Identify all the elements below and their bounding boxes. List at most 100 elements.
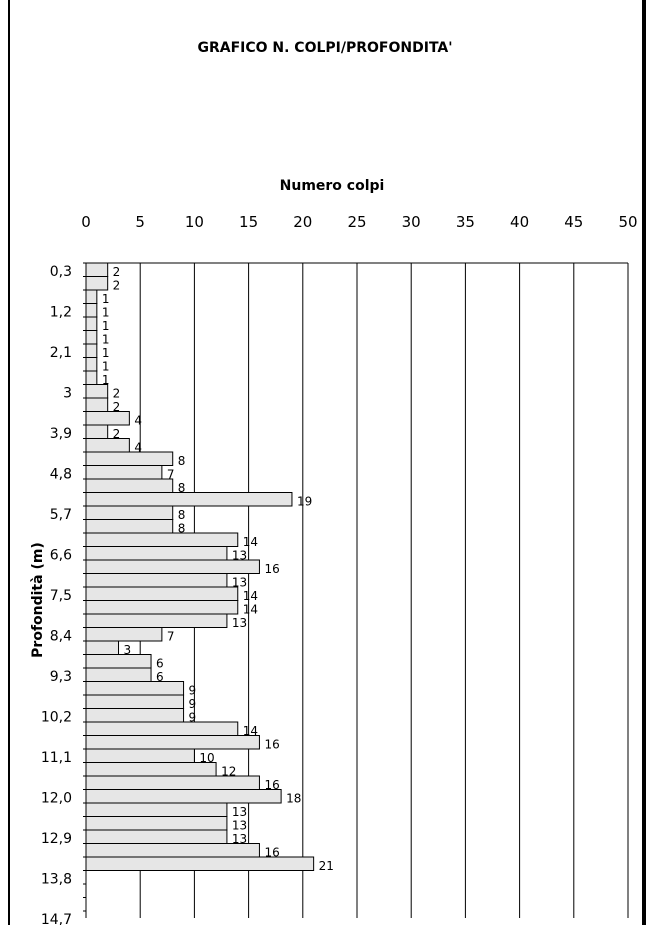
- bar-value-label-20: 8: [178, 522, 186, 536]
- chart-title: GRAFICO N. COLPI/PROFONDITA': [197, 40, 452, 56]
- bar-value-label-34: 9: [189, 711, 197, 725]
- bar-value-label-26: 14: [243, 603, 258, 617]
- x-tick-label-40: 40: [510, 213, 529, 231]
- bar-value-label-32: 9: [189, 684, 197, 698]
- bar-value-label-30: 6: [156, 657, 164, 671]
- bar-42: [85, 816, 228, 831]
- bar-value-label-42: 13: [232, 819, 247, 833]
- bar-value-label-19: 8: [178, 508, 186, 522]
- y-tick-label-3: 3: [63, 386, 72, 402]
- x-tick-label-5: 5: [135, 213, 145, 231]
- y-tick-label-7,5: 7,5: [50, 588, 72, 604]
- bar-11: [85, 397, 109, 412]
- bar-value-label-31: 6: [156, 670, 164, 684]
- bar-value-label-12: 4: [134, 414, 142, 428]
- bar-value-label-8: 1: [102, 360, 110, 374]
- y-tick-label-5,7: 5,7: [50, 507, 72, 523]
- bar-27: [85, 613, 228, 628]
- x-tick-label-50: 50: [618, 213, 637, 231]
- y-tick-label-6,6: 6,6: [50, 548, 72, 564]
- bar-value-label-40: 18: [286, 792, 301, 806]
- bar-value-label-3: 1: [102, 292, 110, 306]
- bar-1: [85, 262, 109, 277]
- bar-value-label-6: 1: [102, 333, 110, 347]
- bar-value-label-33: 9: [189, 697, 197, 711]
- bar-19: [85, 505, 174, 520]
- bar-41: [85, 802, 228, 817]
- y-tick-label-1,2: 1,2: [50, 305, 72, 321]
- bar-value-label-29: 3: [124, 643, 132, 657]
- bar-value-label-2: 2: [113, 279, 121, 293]
- bar-value-label-39: 16: [264, 778, 279, 792]
- bar-value-label-9: 1: [102, 373, 110, 387]
- bar-6: [85, 330, 98, 345]
- bar-21: [85, 532, 239, 547]
- y-tick-label-14,7: 14,7: [41, 912, 72, 925]
- bar-value-label-44: 16: [264, 846, 279, 860]
- bar-3: [85, 289, 98, 304]
- bar-value-label-41: 13: [232, 805, 247, 819]
- bar-value-label-16: 7: [167, 468, 175, 482]
- bar-31: [85, 667, 152, 682]
- bar-29: [85, 640, 120, 655]
- bar-14: [85, 438, 130, 453]
- bar-17: [85, 478, 174, 493]
- bar-24: [85, 573, 228, 588]
- x-tick-label-10: 10: [185, 213, 204, 231]
- bar-15: [85, 451, 174, 466]
- bar-value-label-15: 8: [178, 454, 186, 468]
- bar-16: [85, 465, 163, 480]
- bar-value-label-17: 8: [178, 481, 186, 495]
- bar-value-label-36: 16: [264, 738, 279, 752]
- bar-43: [85, 829, 228, 844]
- bar-4: [85, 303, 98, 318]
- y-tick-label-10,2: 10,2: [41, 710, 72, 726]
- bar-value-label-27: 13: [232, 616, 247, 630]
- y-tick-label-11,1: 11,1: [41, 750, 72, 766]
- x-axis-title: Numero colpi: [280, 178, 385, 194]
- bar-value-label-18: 19: [297, 495, 312, 509]
- bar-25: [85, 586, 239, 601]
- bar-value-label-25: 14: [243, 589, 258, 603]
- bar-value-label-22: 13: [232, 549, 247, 563]
- bar-34: [85, 708, 185, 723]
- y-tick-label-13,8: 13,8: [41, 872, 72, 888]
- bar-13: [85, 424, 109, 439]
- bar-8: [85, 357, 98, 372]
- x-tick-label-30: 30: [402, 213, 421, 231]
- axes: [83, 262, 628, 918]
- bar-38: [85, 762, 217, 777]
- x-tick-label-15: 15: [239, 213, 258, 231]
- tick-and-data-labels: 0 5 10 15 20 25 30 35 40 45 5022111111122424878198…: [41, 213, 638, 925]
- bar-9: [85, 370, 98, 385]
- y-tick-label-9,3: 9,3: [50, 669, 72, 685]
- bar-value-label-24: 13: [232, 576, 247, 590]
- bar-value-label-13: 2: [113, 427, 121, 441]
- bar-37: [85, 748, 195, 763]
- y-tick-label-12,9: 12,9: [41, 831, 72, 847]
- y-tick-label-3,9: 3,9: [50, 426, 72, 442]
- bar-40: [85, 789, 282, 804]
- bar-value-label-4: 1: [102, 306, 110, 320]
- bar-value-label-45: 21: [319, 859, 334, 873]
- bar-36: [85, 735, 260, 750]
- bar-18: [85, 492, 293, 507]
- bar-20: [85, 519, 174, 534]
- y-tick-label-8,4: 8,4: [50, 629, 72, 645]
- bar-value-label-11: 2: [113, 400, 121, 414]
- y-tick-label-4,8: 4,8: [50, 467, 72, 483]
- bar-value-label-21: 14: [243, 535, 258, 549]
- bar-28: [85, 627, 163, 642]
- x-tick-label-0: 0: [81, 213, 91, 231]
- y-tick-label-0,3: 0,3: [50, 264, 72, 280]
- bar-33: [85, 694, 185, 709]
- bar-value-label-14: 4: [134, 441, 142, 455]
- bar-value-label-37: 10: [199, 751, 214, 765]
- bar-value-label-38: 12: [221, 765, 236, 779]
- bar-35: [85, 721, 239, 736]
- x-tick-label-20: 20: [293, 213, 312, 231]
- y-tick-label-2,1: 2,1: [50, 345, 72, 361]
- bar-value-label-28: 7: [167, 630, 175, 644]
